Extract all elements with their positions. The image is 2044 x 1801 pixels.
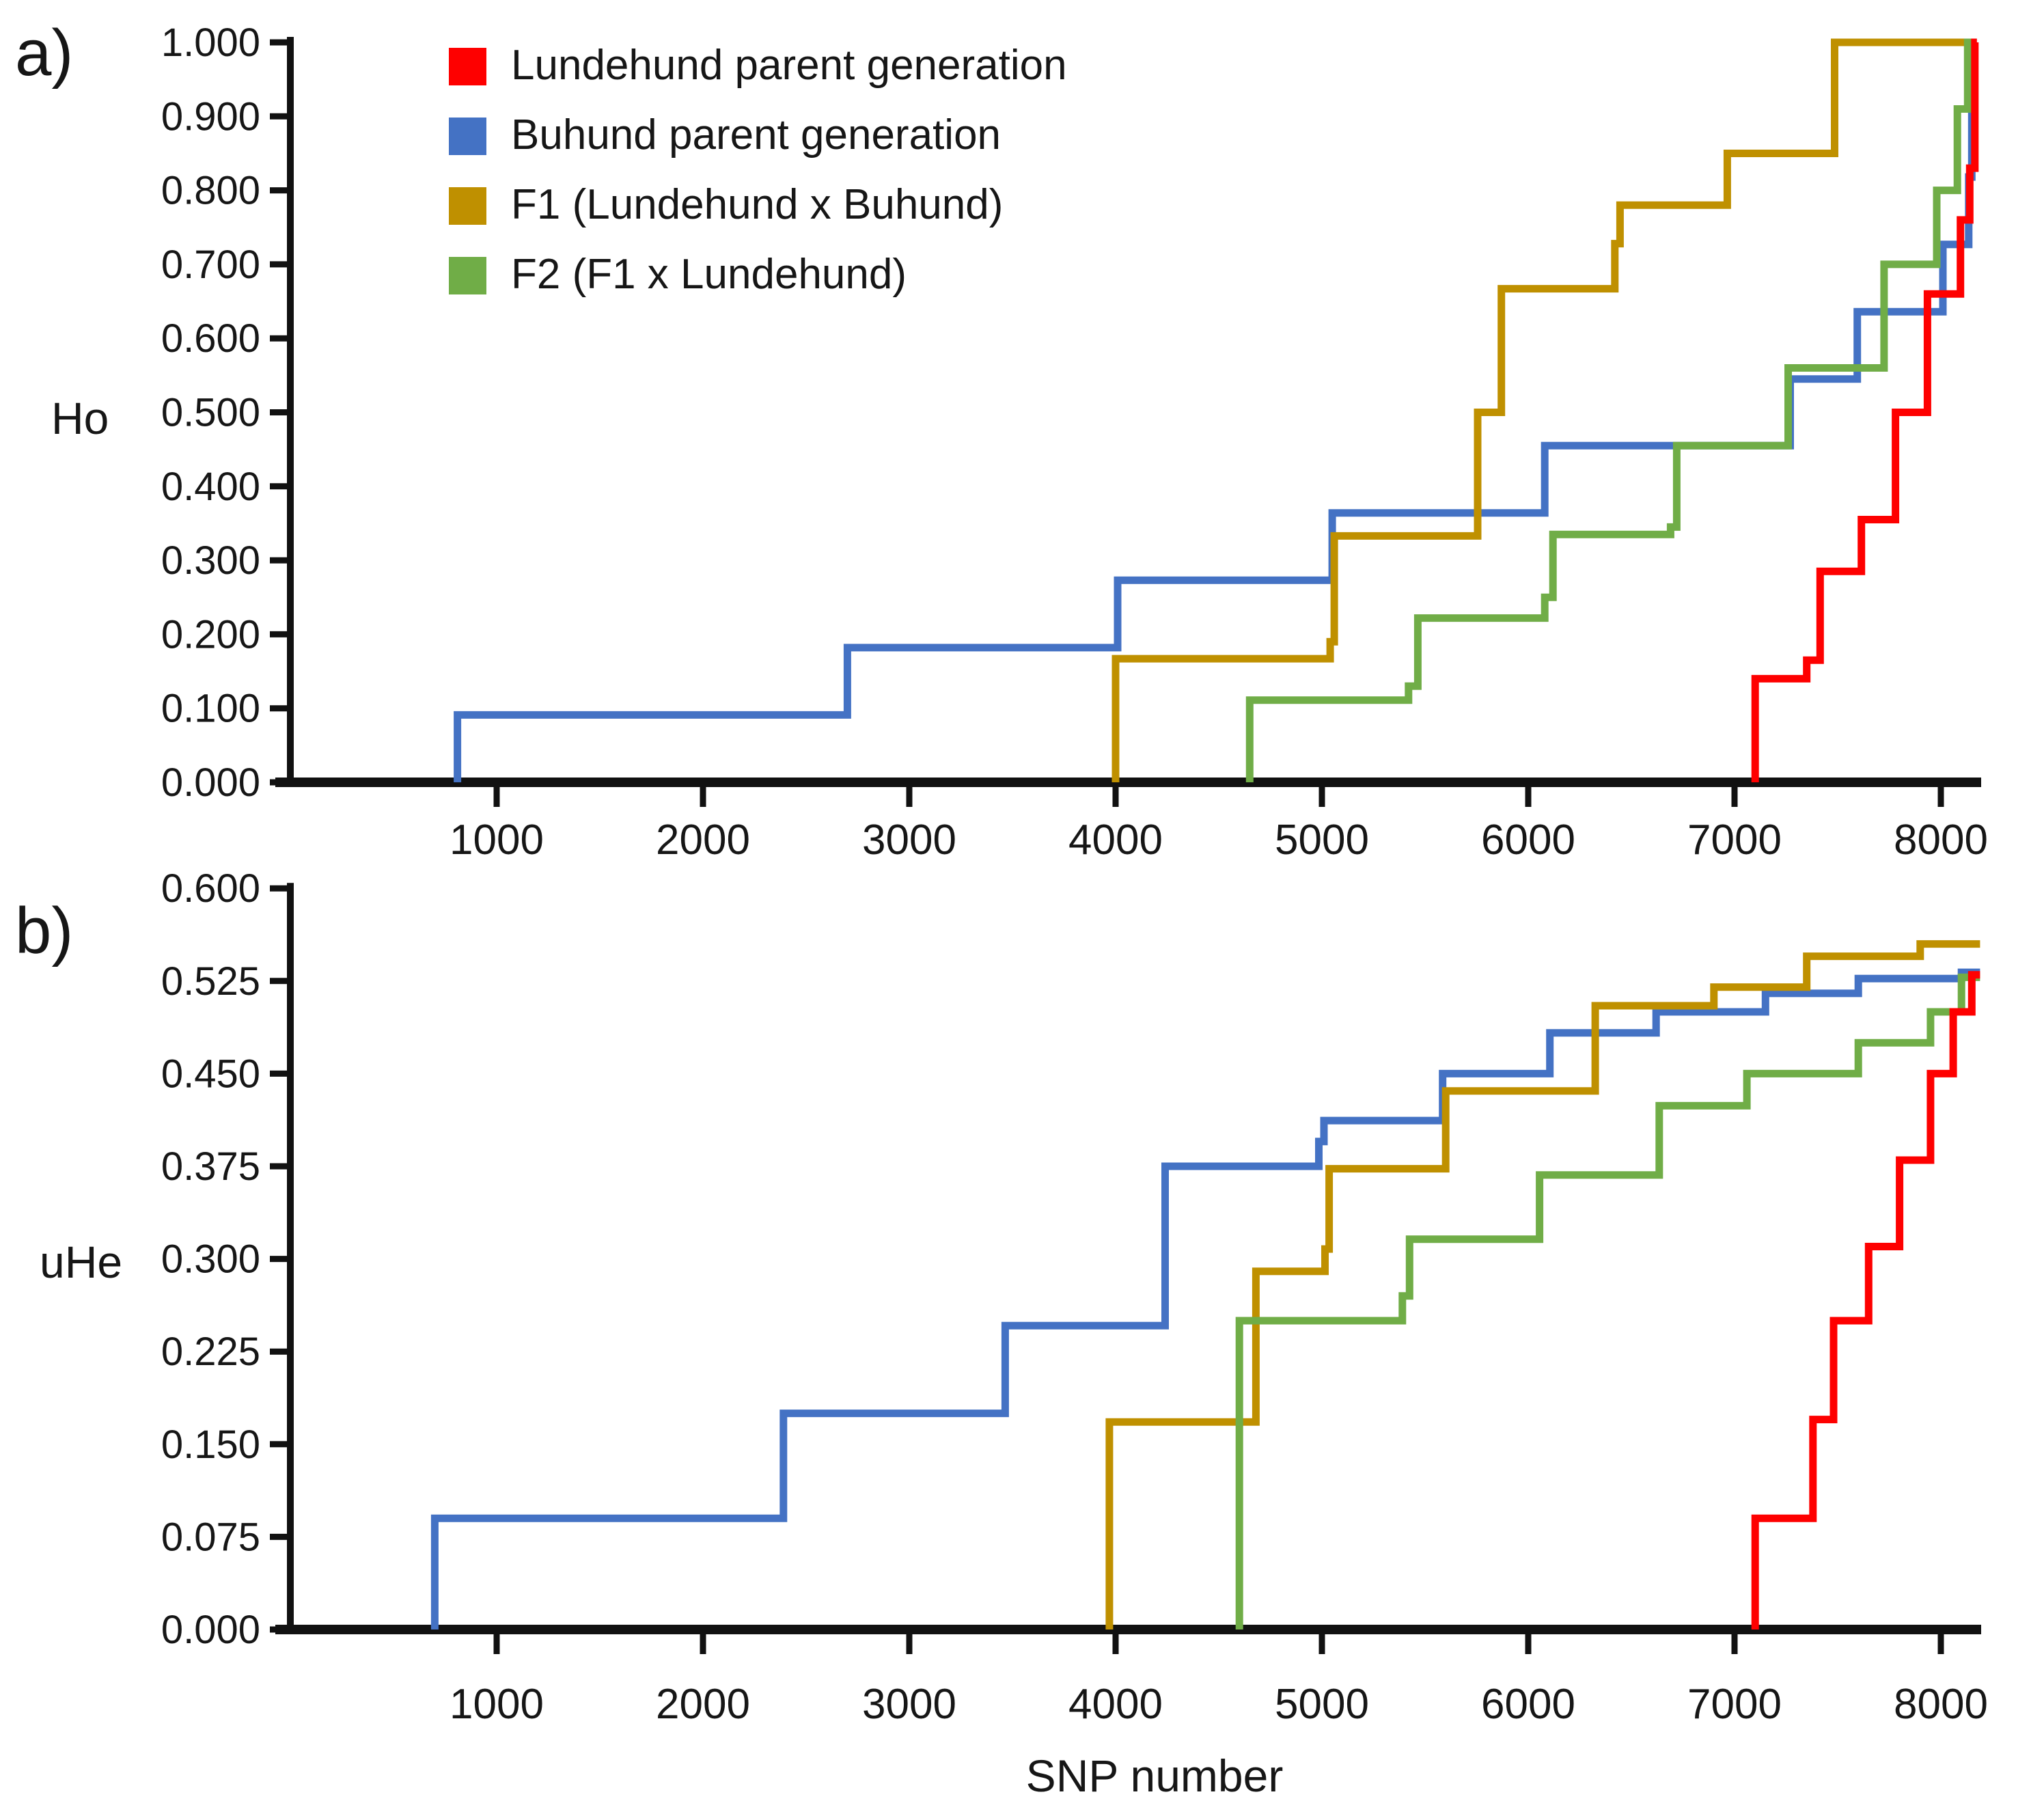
y-tick-label: 1.000 [161,20,260,65]
x-tick-label: 7000 [1687,1681,1782,1728]
x-tick-label: 6000 [1481,1681,1575,1728]
legend-label: Buhund parent generation [511,111,1001,159]
legend: Lundehund parent generation Buhund parent… [449,42,1067,298]
x-tick-label: 2000 [656,816,750,864]
y-tick-label: 0.500 [161,391,260,435]
x-tick-label: 7000 [1687,816,1782,864]
series-lundehund-parent-generation [1751,38,1979,782]
legend-label: F1 (Lundehund x Buhund) [511,181,1003,228]
x-tick-label: 4000 [1068,1681,1163,1728]
y-tick-label: 0.000 [161,1608,260,1652]
legend-swatch-3 [449,187,486,225]
x-tick-label: 5000 [1275,816,1369,864]
y-tick-label: 0.300 [161,1237,260,1282]
x-tick-label: 6000 [1481,816,1575,864]
series-f2-f1-x-lundehund- [1235,973,1980,1630]
legend-label: Lundehund parent generation [511,42,1067,89]
y-tick-label: 0.600 [161,866,260,911]
x-tick-label: 3000 [862,816,956,864]
y-tick-label: 0.075 [161,1515,260,1559]
y-tick-label: 0.200 [161,612,260,657]
series-lundehund-parent-generation [1751,971,1980,1630]
x-tick-label: 3000 [862,1681,956,1728]
y-tick-label: 0.000 [161,760,260,805]
x-tick-label: 2000 [656,1681,750,1728]
y-tick-label: 0.700 [161,243,260,287]
series-f2-f1-x-lundehund- [1245,38,1976,782]
x-tick-label: 1000 [450,816,544,864]
y-tick-label: 0.900 [161,94,260,139]
y-tick-label: 0.375 [161,1144,260,1189]
legend-label: F2 (F1 x Lundehund) [511,251,907,298]
y-tick-label: 0.600 [161,316,260,361]
x-tick-label: 5000 [1275,1681,1369,1728]
panel-b-plot: 0.600 0.525 0.450 0.375 0.300 0.225 0.150 0.075… [161,866,1988,1728]
legend-swatch-4 [449,257,486,294]
legend-swatch-1 [449,48,486,85]
x-tick-label: 8000 [1894,1681,1988,1728]
panel-a-plot: 1.000 0.900 0.800 0.700 0.600 0.500 0.400 0.300… [161,20,1988,864]
y-tick-label: 0.300 [161,538,260,583]
panel-a-y-axis-title: Ho [51,393,109,443]
y-tick-label: 0.525 [161,959,260,1004]
series-f1-lundehund-x-buhund- [1105,940,1980,1630]
x-tick-label: 4000 [1068,816,1163,864]
y-tick-label: 0.450 [161,1051,260,1096]
panel-b-letter: b) [15,894,73,967]
y-tick-label: 0.150 [161,1422,260,1467]
y-tick-label: 0.800 [161,169,260,213]
x-axis-title: SNP number [1026,1750,1284,1801]
y-tick-label: 0.400 [161,465,260,509]
series-f1-lundehund-x-buhund- [1111,38,1969,782]
panel-b-y-axis-title: uHe [40,1237,122,1287]
y-tick-label: 0.100 [161,687,260,731]
y-tick-label: 0.225 [161,1330,260,1374]
x-tick-label: 8000 [1894,816,1988,864]
legend-swatch-2 [449,118,486,155]
panel-a-letter: a) [15,16,73,90]
x-tick-label: 1000 [450,1681,544,1728]
